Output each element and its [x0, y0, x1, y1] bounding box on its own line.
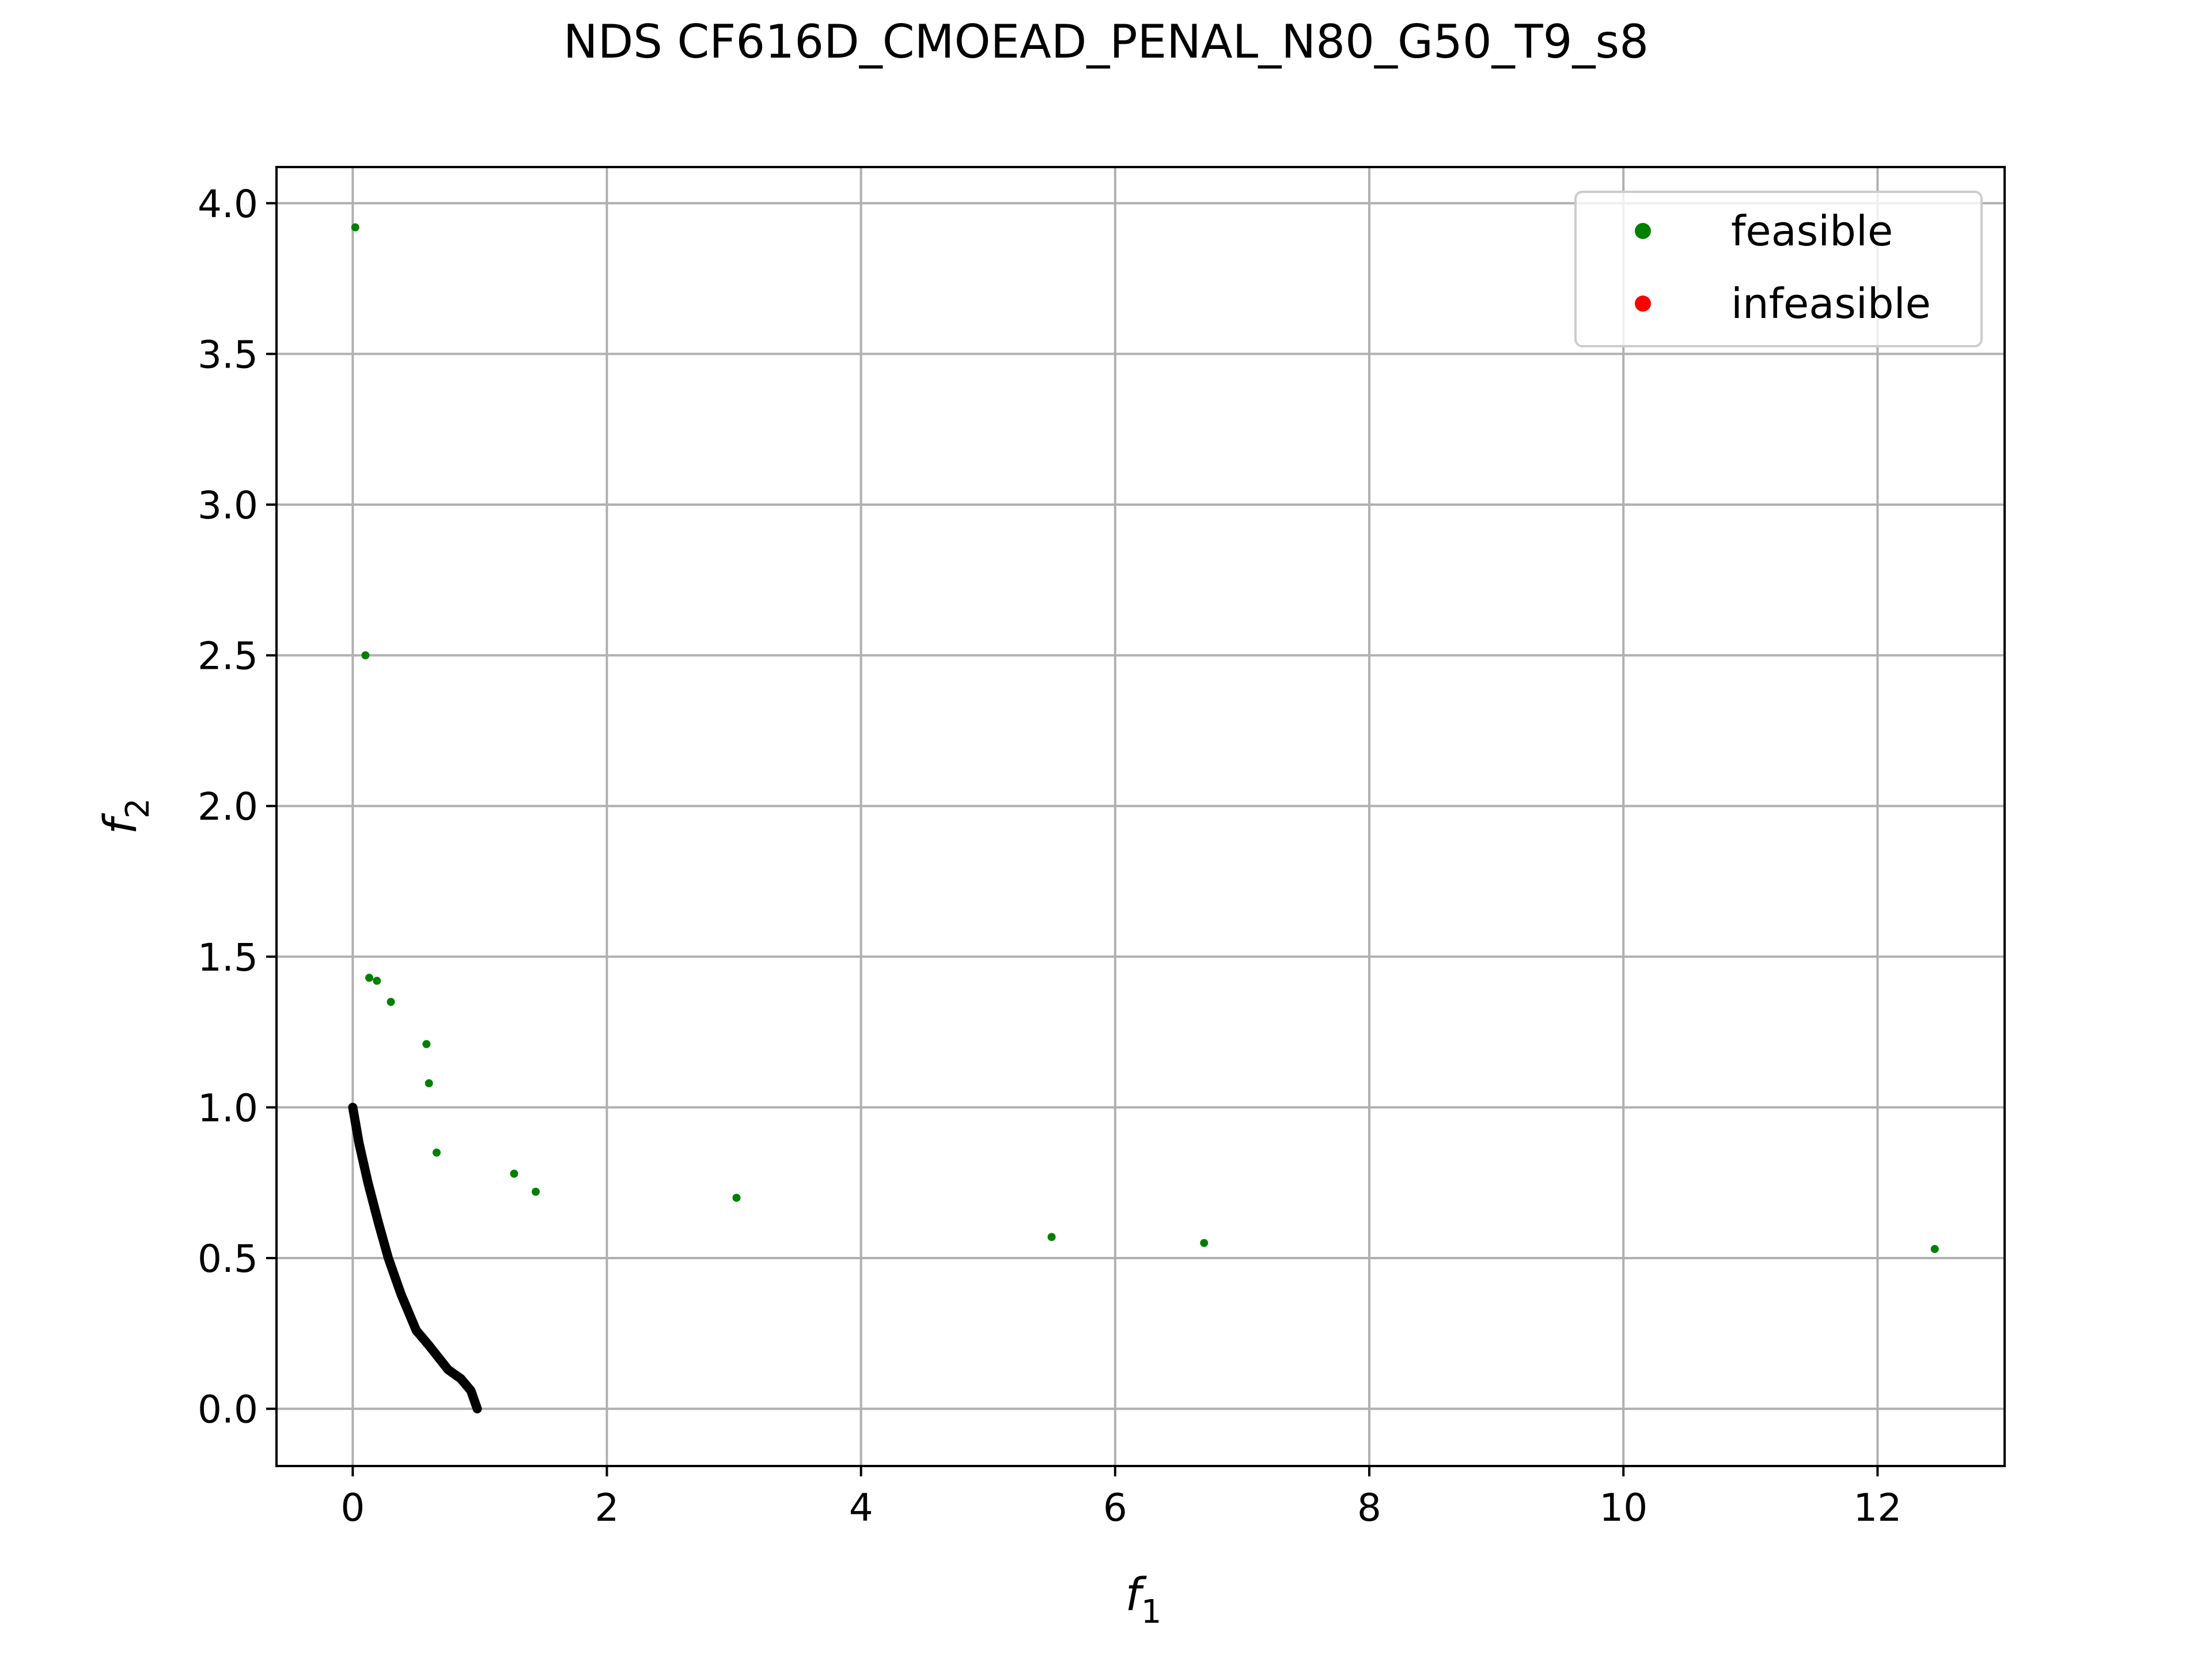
chart-title: NDS CF616D_CMOEAD_PENAL_N80_G50_T9_s8 [563, 15, 1649, 69]
legend-frame [1574, 191, 1983, 347]
y-tick-label: 2.0 [198, 785, 258, 829]
feasible-point [387, 998, 395, 1006]
feasible-point [373, 976, 381, 985]
feasible-point [510, 1169, 518, 1178]
y-axis-ticks: 0.0 0.5 1.0 1.5 2.0 2.5 3.0 3.5 4.0 [198, 182, 276, 1432]
feasible-point [422, 1040, 431, 1048]
y-tick-label: 1.5 [198, 935, 258, 980]
legend-label-feasible: feasible [1731, 207, 1893, 255]
data-points-layer [351, 223, 1939, 1253]
feasible-point [1047, 1233, 1056, 1241]
y-tick-label: 0.0 [198, 1388, 258, 1432]
y-tick-label: 2.5 [198, 634, 258, 679]
pareto-front-line [348, 1103, 482, 1414]
y-tick-label: 1.0 [198, 1086, 258, 1130]
y-axis-label: f2 [95, 798, 157, 834]
x-tick-label: 6 [1103, 1486, 1127, 1530]
y-tick-label: 3.0 [198, 483, 258, 528]
feasible-point [532, 1187, 540, 1196]
x-tick-label: 8 [1357, 1486, 1381, 1530]
feasible-point [365, 974, 374, 982]
grid-lines [276, 167, 2005, 1466]
x-tick-label: 2 [595, 1486, 619, 1530]
feasible-point [1930, 1245, 1939, 1253]
feasible-point [351, 223, 359, 232]
y-tick-label: 4.0 [198, 182, 258, 226]
legend-marker-feasible [1635, 223, 1651, 239]
x-tick-label: 12 [1853, 1486, 1902, 1530]
feasible-point [1200, 1238, 1209, 1247]
x-tick-label: 4 [849, 1486, 873, 1530]
feasible-point [361, 651, 370, 660]
x-tick-label: 10 [1599, 1486, 1647, 1530]
feasible-point [425, 1079, 433, 1088]
feasible-point [732, 1194, 741, 1202]
legend: feasible infeasible [1574, 191, 1983, 347]
x-tick-label: 0 [340, 1486, 365, 1530]
x-axis-ticks: 0 2 4 6 8 10 12 [340, 1466, 1902, 1530]
y-tick-label: 0.5 [198, 1237, 258, 1281]
y-tick-label: 3.5 [198, 332, 258, 377]
legend-marker-infeasible [1635, 296, 1651, 312]
legend-label-infeasible: infeasible [1731, 279, 1931, 328]
plot-frame [275, 166, 2006, 1467]
pareto-front-layer [348, 1103, 482, 1414]
feasible-point [432, 1148, 441, 1157]
